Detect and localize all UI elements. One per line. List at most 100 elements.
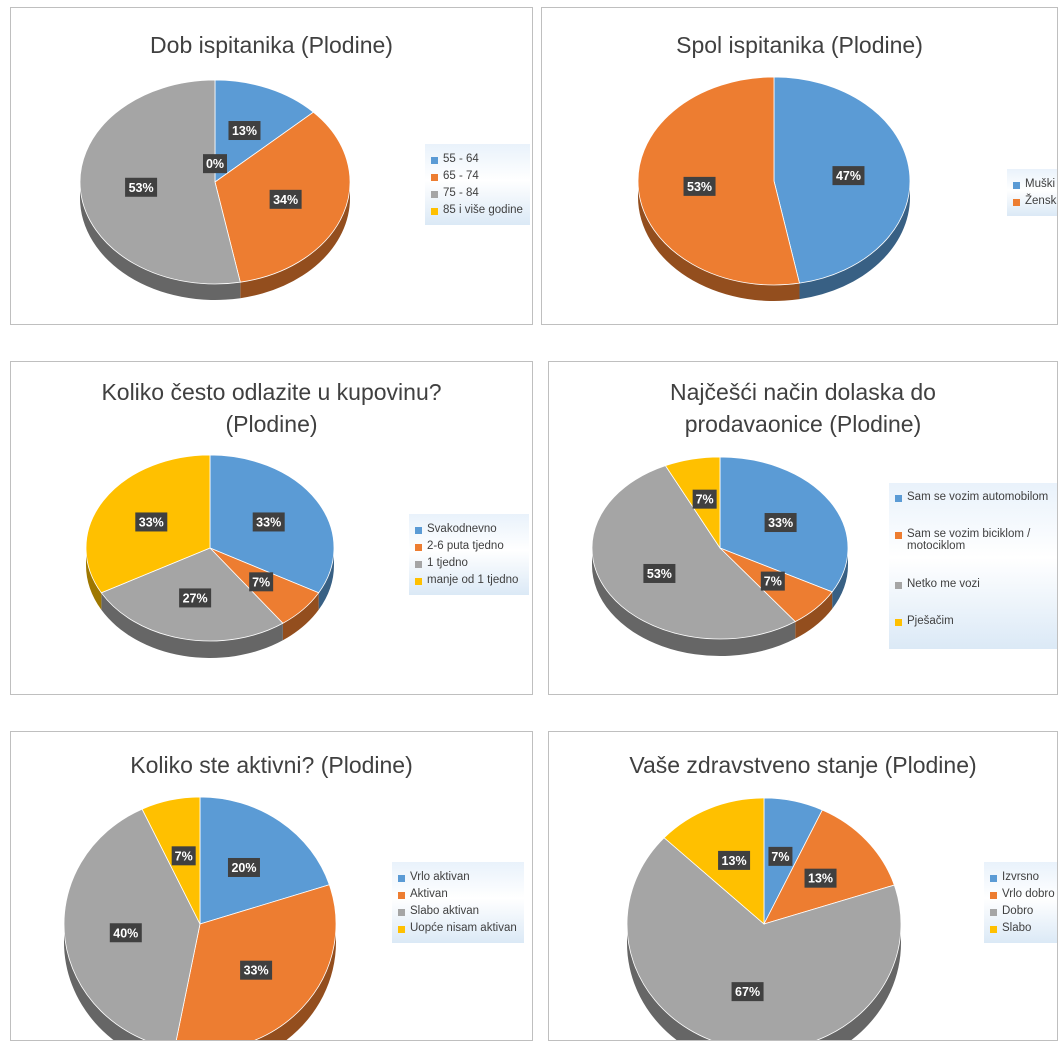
data-label: 40%	[109, 923, 142, 943]
chart-legend: Svakodnevno 2-6 puta tjedno 1 tjedno manje …	[409, 514, 529, 595]
legend-label: Muški	[1025, 178, 1056, 190]
pie-slice-side	[240, 182, 350, 299]
data-label: 34%	[269, 189, 302, 209]
data-label: 33%	[135, 512, 168, 532]
pie-slice-side	[64, 924, 145, 1040]
pie-slice-side	[832, 548, 848, 609]
chart-title: Najčešći način dolaska do prodavaonice (…	[670, 379, 936, 437]
legend-swatch	[895, 532, 902, 540]
svg-text:53%: 53%	[129, 181, 154, 195]
legend-item: Aktivan	[398, 888, 518, 900]
pie-slice-side	[318, 548, 334, 610]
legend-swatch	[415, 544, 422, 551]
svg-text:7%: 7%	[771, 850, 789, 864]
legend-item: Uopće nisam aktivan	[398, 922, 518, 934]
legend-item: Svakodnevno	[415, 523, 523, 535]
legend-label: Svakodnevno	[427, 523, 497, 535]
pie-chart-age: 13% 34% 53% 0%	[79, 79, 351, 300]
data-label: 33%	[252, 512, 285, 532]
legend-swatch	[398, 926, 405, 933]
chart-title: Vaše zdravstveno stanje (Plodine)	[629, 752, 977, 778]
legend-item: manje od 1 tjedno	[415, 574, 523, 586]
legend-label: manje od 1 tjedno	[427, 574, 519, 586]
legend-swatch	[990, 909, 997, 916]
legend-label: Netko me vozi	[907, 577, 980, 590]
legend-label: Sam se vozim automobilom	[907, 491, 1049, 503]
pie-slice-zenski	[637, 76, 800, 286]
legend-label: 75 - 84	[443, 187, 479, 199]
svg-text:7%: 7%	[175, 849, 193, 863]
svg-text:13%: 13%	[232, 124, 257, 138]
data-label: 13%	[718, 850, 751, 870]
svg-text:13%: 13%	[722, 854, 747, 868]
legend-item: Izvrsno	[990, 871, 1057, 883]
legend-item: 75 - 84	[431, 187, 524, 199]
svg-text:33%: 33%	[768, 516, 793, 530]
legend-label: Ženski	[1025, 195, 1058, 207]
legend-swatch	[415, 578, 422, 585]
pie-slice-side	[592, 548, 796, 656]
chart-panel-age: Dob ispitanika (Plodine) 13% 34% 53% 0% 55 …	[10, 7, 533, 325]
legend-item: Muški	[1013, 178, 1057, 190]
legend-label: Slabo	[1002, 922, 1032, 934]
pie-slice-75-84	[79, 79, 241, 285]
legend-label: Pješačim	[907, 614, 954, 627]
pie-slice-dobro	[626, 837, 902, 1040]
legend-swatch	[990, 892, 997, 899]
legend-label: Sam se vozim biciklom / motociklom	[907, 528, 1031, 553]
pie-chart-shopping-frequency: 33% 7% 27% 33%	[85, 454, 335, 658]
svg-text:40%: 40%	[113, 926, 138, 940]
legend-swatch	[1013, 199, 1020, 206]
data-label: 53%	[125, 177, 158, 197]
legend-swatch	[431, 208, 438, 215]
data-label: 7%	[249, 572, 274, 592]
chart-panel-arrival-method: Najčešći način dolaska do prodavaonice (…	[548, 361, 1058, 695]
data-label: 13%	[804, 868, 837, 888]
data-label: 7%	[171, 846, 196, 866]
legend-item: 65 - 74	[431, 170, 524, 182]
legend-item: 85 i više godine	[431, 204, 524, 216]
pie-side	[80, 182, 350, 300]
legend-item: Ženski	[1013, 195, 1058, 207]
svg-text:53%: 53%	[647, 567, 672, 581]
pie-slice-side	[799, 181, 910, 300]
data-label: 7%	[692, 489, 717, 509]
svg-text:47%: 47%	[836, 169, 861, 183]
svg-text:33%: 33%	[244, 964, 269, 978]
legend-swatch	[990, 875, 997, 882]
pie-slice-uopce-nisam-aktivan	[141, 796, 201, 925]
pie-chart-activity: 20% 33% 40% 7%	[63, 796, 337, 1040]
svg-text:33%: 33%	[256, 515, 281, 529]
chart-title: Koliko ste aktivni? (Plodine)	[130, 752, 413, 778]
legend-item: Dobro	[990, 905, 1057, 917]
legend-label: 2-6 puta tjedno	[427, 540, 504, 552]
pie-slice-vrlo-dobro	[763, 809, 895, 925]
legend-swatch	[398, 909, 405, 916]
legend-label: Uopće nisam aktivan	[410, 922, 517, 934]
pie-slice-side	[795, 591, 833, 639]
legend-swatch	[990, 926, 997, 933]
legend-item: Pješačim	[895, 614, 1057, 627]
chart-panel-health: Vaše zdravstveno stanje (Plodine) 7% 13% 6…	[548, 731, 1058, 1041]
chart-title: Spol ispitanika (Plodine)	[676, 32, 923, 58]
legend-label: Vrlo dobro	[1002, 888, 1055, 900]
data-label: 67%	[731, 982, 764, 1002]
legend-item: 2-6 puta tjedno	[415, 540, 523, 552]
pie-slice-side	[101, 592, 283, 658]
legend-item: Sam se vozim automobilom	[895, 491, 1057, 503]
pie-chart-gender: 47% 53%	[637, 76, 911, 301]
legend-label: 55 - 64	[443, 153, 479, 165]
legend-swatch	[398, 892, 405, 899]
legend-item: Sam se vozim biciklom / motociklom	[895, 528, 1057, 553]
svg-text:7%: 7%	[764, 575, 782, 589]
data-label: 20%	[227, 857, 260, 877]
svg-text:7%: 7%	[252, 575, 270, 589]
legend-item: Slabo aktivan	[398, 905, 518, 917]
pie-slice-side	[86, 548, 102, 610]
legend-label: Aktivan	[410, 888, 448, 900]
pie-slice-side	[255, 924, 336, 1040]
legend-item: Vrlo aktivan	[398, 871, 518, 883]
svg-text:27%: 27%	[183, 591, 208, 605]
svg-text:33%: 33%	[139, 515, 164, 529]
chart-legend: Muški Ženski	[1007, 169, 1058, 216]
